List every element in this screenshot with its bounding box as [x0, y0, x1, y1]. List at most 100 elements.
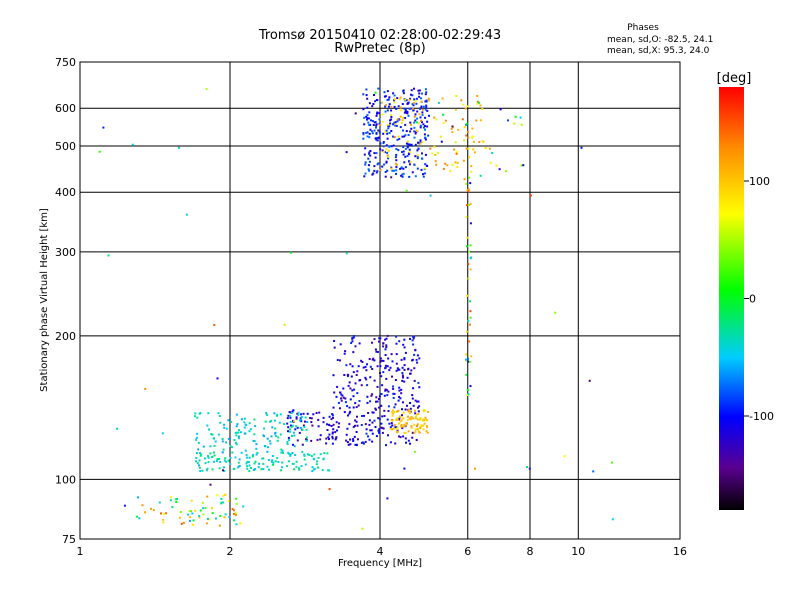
data-point — [416, 157, 419, 160]
data-point — [423, 133, 426, 136]
data-point — [389, 366, 392, 369]
data-point — [395, 428, 398, 430]
data-point — [379, 169, 382, 172]
data-point — [468, 156, 471, 159]
data-point — [367, 164, 370, 167]
data-point — [407, 418, 409, 421]
data-point — [289, 416, 292, 419]
data-point — [352, 438, 355, 441]
data-point — [283, 423, 286, 426]
data-point — [382, 345, 385, 348]
data-point — [402, 401, 404, 404]
data-point — [417, 406, 419, 409]
data-point — [217, 412, 220, 415]
data-point — [286, 422, 289, 425]
data-point — [465, 358, 467, 361]
data-point — [313, 453, 316, 456]
data-point — [379, 148, 382, 151]
data-point — [389, 441, 392, 444]
data-point — [467, 320, 470, 323]
data-point — [288, 411, 291, 414]
data-point — [222, 469, 224, 472]
data-point — [416, 110, 419, 113]
data-point — [311, 424, 314, 427]
data-point — [169, 496, 172, 499]
data-point — [305, 428, 308, 431]
data-point — [309, 417, 312, 419]
data-point — [379, 142, 382, 145]
data-point — [323, 452, 326, 454]
data-point — [364, 423, 367, 426]
data-point — [297, 414, 300, 416]
data-point — [300, 413, 303, 416]
data-point — [366, 135, 369, 138]
data-point — [465, 216, 468, 219]
data-point — [283, 323, 286, 326]
data-point — [417, 381, 420, 384]
data-point — [293, 420, 295, 423]
data-point — [398, 389, 401, 392]
data-point — [466, 294, 468, 297]
data-point — [359, 379, 362, 381]
data-point — [420, 100, 423, 103]
data-point — [198, 466, 201, 469]
data-point — [391, 424, 394, 427]
data-point — [345, 151, 348, 154]
data-point — [520, 123, 523, 126]
data-point — [196, 432, 199, 435]
data-point — [206, 495, 209, 498]
data-point — [414, 132, 417, 135]
data-point — [252, 468, 255, 471]
data-point — [422, 175, 425, 178]
data-point — [238, 429, 240, 432]
data-point — [402, 146, 405, 148]
data-point — [394, 121, 397, 124]
data-point — [403, 107, 406, 110]
data-point — [215, 517, 217, 520]
data-point — [198, 459, 201, 462]
data-point — [346, 405, 348, 408]
data-point — [380, 375, 383, 378]
data-point — [351, 389, 354, 392]
data-point — [395, 342, 398, 345]
data-point — [507, 119, 509, 122]
data-point — [386, 90, 389, 93]
data-point — [377, 129, 380, 132]
data-point — [179, 511, 182, 513]
data-point — [239, 522, 242, 525]
data-point — [383, 91, 386, 94]
data-point — [231, 451, 234, 454]
data-point — [235, 502, 238, 505]
data-point — [380, 422, 383, 425]
data-point — [384, 348, 387, 351]
data-point — [442, 122, 445, 125]
data-point — [374, 426, 377, 428]
data-point — [465, 182, 468, 185]
data-point — [393, 105, 396, 108]
data-point — [424, 153, 427, 156]
data-point — [416, 400, 419, 403]
data-point — [416, 428, 419, 431]
data-point — [455, 95, 458, 97]
data-point — [219, 421, 222, 424]
data-point — [233, 509, 235, 512]
data-point — [401, 374, 404, 377]
data-point — [366, 114, 369, 117]
data-point — [404, 437, 407, 440]
data-point — [386, 418, 389, 421]
colorbar-label: [deg] — [717, 71, 752, 86]
data-point — [414, 143, 417, 146]
data-point — [218, 415, 221, 417]
data-point — [390, 422, 393, 425]
data-point — [144, 511, 147, 514]
data-point — [393, 121, 396, 124]
data-point — [211, 433, 214, 436]
data-point — [387, 434, 389, 437]
data-point — [383, 394, 386, 397]
data-point — [402, 150, 405, 153]
data-point — [299, 417, 302, 420]
data-point — [280, 469, 282, 472]
data-point — [369, 400, 372, 403]
data-point — [245, 462, 248, 465]
data-point — [418, 357, 421, 360]
